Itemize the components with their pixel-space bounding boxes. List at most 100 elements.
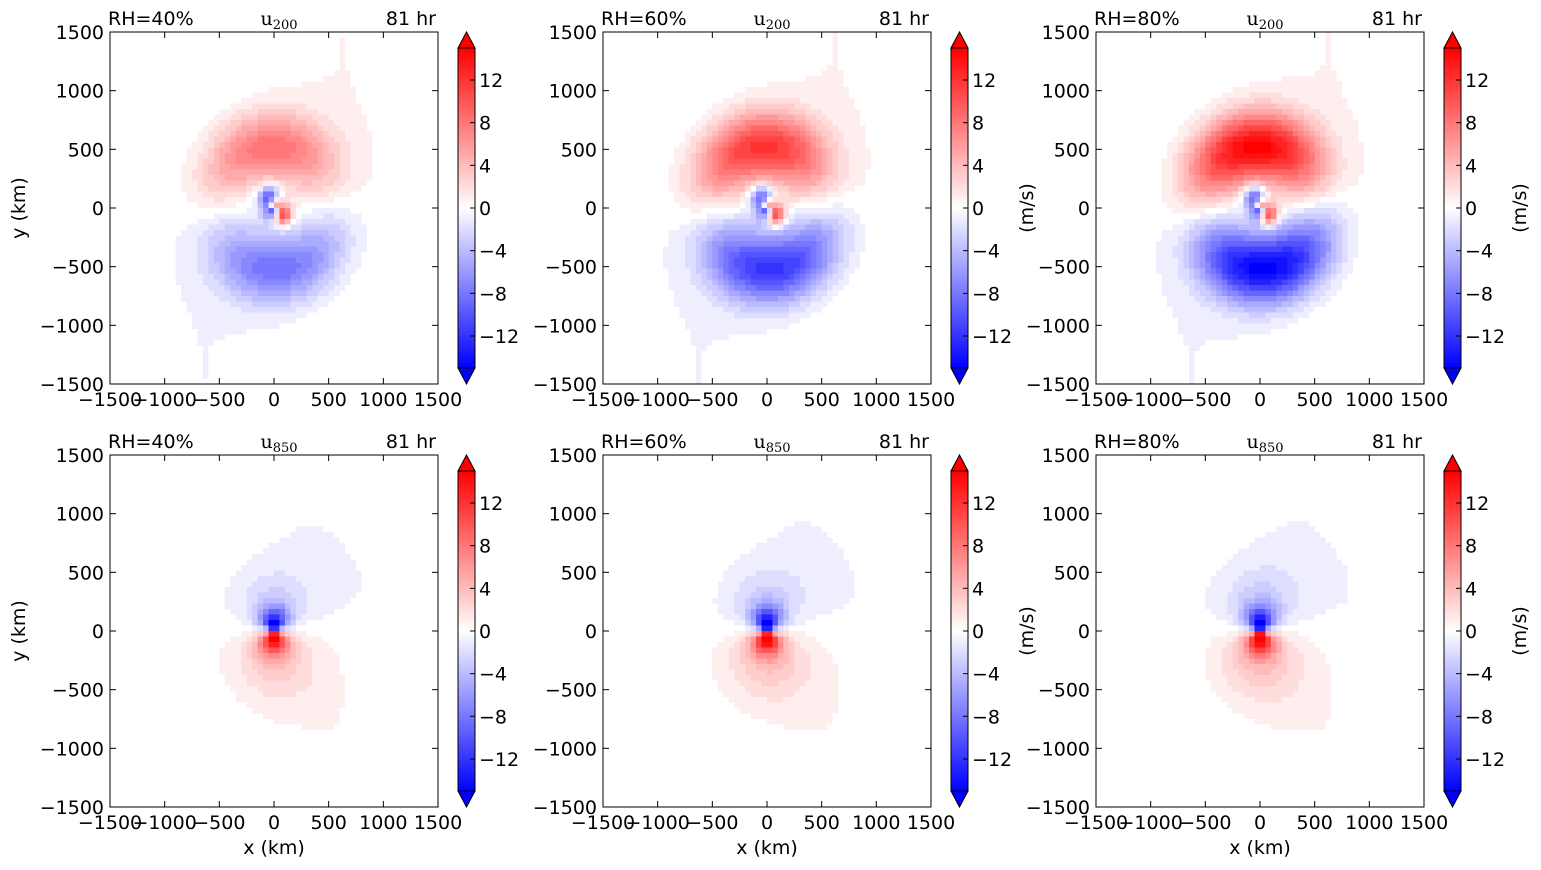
- heatmap-cell: [247, 252, 253, 258]
- heatmap-cell: [170, 181, 176, 187]
- heatmap-cell: [307, 60, 313, 66]
- heatmap-cell: [745, 65, 751, 71]
- heatmap-cell: [904, 82, 910, 88]
- heatmap-cell: [422, 225, 428, 231]
- heatmap-cell: [115, 208, 121, 214]
- heatmap-cell: [307, 126, 313, 132]
- heatmap-cell: [225, 126, 231, 132]
- heatmap-cell: [285, 214, 291, 220]
- heatmap-cell: [230, 307, 236, 313]
- heatmap-cell: [619, 76, 625, 82]
- heatmap-cell: [110, 131, 116, 137]
- heatmap-cell: [225, 373, 231, 379]
- heatmap-cell: [729, 38, 735, 44]
- heatmap-cell: [323, 324, 329, 330]
- heatmap-cell: [427, 302, 433, 308]
- heatmap-cell: [822, 120, 828, 126]
- heatmap-cell: [269, 285, 275, 291]
- heatmap-cell: [137, 109, 143, 115]
- heatmap-cell: [279, 230, 285, 236]
- heatmap-cell: [636, 43, 642, 49]
- heatmap-cell: [187, 362, 193, 368]
- heatmap-cell: [854, 60, 860, 66]
- heatmap-cell: [236, 170, 242, 176]
- heatmap-cell: [296, 186, 302, 192]
- heatmap-cell: [137, 351, 143, 357]
- heatmap-cell: [148, 340, 154, 346]
- heatmap-cell: [329, 164, 335, 170]
- heatmap-cell: [132, 263, 138, 269]
- heatmap-cell: [307, 302, 313, 308]
- heatmap-cell: [778, 43, 784, 49]
- heatmap-cell: [159, 170, 165, 176]
- heatmap-cell: [274, 368, 280, 374]
- heatmap-cell: [909, 71, 915, 77]
- heatmap-cell: [208, 373, 214, 379]
- heatmap-cell: [427, 357, 433, 363]
- heatmap-cell: [345, 175, 351, 181]
- heatmap-cell: [115, 131, 121, 137]
- heatmap-cell: [241, 285, 247, 291]
- heatmap-cell: [252, 131, 258, 137]
- heatmap-cell: [192, 329, 198, 335]
- heatmap-cell: [745, 93, 751, 99]
- heatmap-cell: [307, 93, 313, 99]
- heatmap-cell: [307, 115, 313, 121]
- heatmap-cell: [214, 159, 220, 165]
- heatmap-cell: [334, 181, 340, 187]
- heatmap-cell: [121, 263, 127, 269]
- heatmap-cell: [115, 43, 121, 49]
- heatmap-cell: [323, 120, 329, 126]
- heatmap-cell: [647, 49, 653, 55]
- heatmap-cell: [219, 181, 225, 187]
- heatmap-cell: [148, 148, 154, 154]
- heatmap-cell: [783, 115, 789, 121]
- heatmap-cell: [269, 131, 275, 137]
- heatmap-cell: [170, 368, 176, 374]
- heatmap-cell: [674, 87, 680, 93]
- heatmap-cell: [170, 329, 176, 335]
- heatmap-cell: [318, 181, 324, 187]
- heatmap-cell: [378, 120, 384, 126]
- heatmap-cell: [685, 38, 691, 44]
- heatmap-cell: [860, 109, 866, 115]
- heatmap-cell: [203, 186, 209, 192]
- heatmap-cell: [290, 43, 296, 49]
- heatmap-cell: [411, 214, 417, 220]
- heatmap-cell: [126, 82, 132, 88]
- heatmap-cell: [252, 274, 258, 280]
- heatmap-cell: [340, 82, 346, 88]
- heatmap-cell: [263, 32, 269, 38]
- heatmap-cell: [860, 60, 866, 66]
- heatmap-cell: [170, 115, 176, 121]
- heatmap-cell: [411, 324, 417, 330]
- heatmap-cell: [351, 324, 357, 330]
- heatmap-cell: [219, 175, 225, 181]
- heatmap-cell: [241, 192, 247, 198]
- heatmap-cell: [361, 186, 367, 192]
- heatmap-cell: [361, 335, 367, 341]
- heatmap-cell: [252, 302, 258, 308]
- heatmap-cell: [696, 109, 702, 115]
- heatmap-cell: [165, 93, 171, 99]
- heatmap-cell: [274, 247, 280, 253]
- heatmap-cell: [241, 181, 247, 187]
- heatmap-cell: [241, 236, 247, 242]
- heatmap-cell: [121, 98, 127, 104]
- heatmap-cell: [236, 362, 242, 368]
- heatmap-cell: [203, 214, 209, 220]
- x-tick-label: −500: [193, 389, 245, 411]
- heatmap-cell: [296, 307, 302, 313]
- heatmap-cell: [893, 87, 899, 93]
- heatmap-cell: [372, 175, 378, 181]
- heatmap-cell: [630, 131, 636, 137]
- heatmap-cell: [121, 313, 127, 319]
- heatmap-cell: [383, 373, 389, 379]
- heatmap-cell: [296, 340, 302, 346]
- heatmap-cell: [822, 54, 828, 60]
- heatmap-cell: [274, 175, 280, 181]
- heatmap-cell: [915, 126, 921, 132]
- heatmap-cell: [367, 120, 373, 126]
- heatmap-cell: [329, 252, 335, 258]
- heatmap-cell: [296, 291, 302, 297]
